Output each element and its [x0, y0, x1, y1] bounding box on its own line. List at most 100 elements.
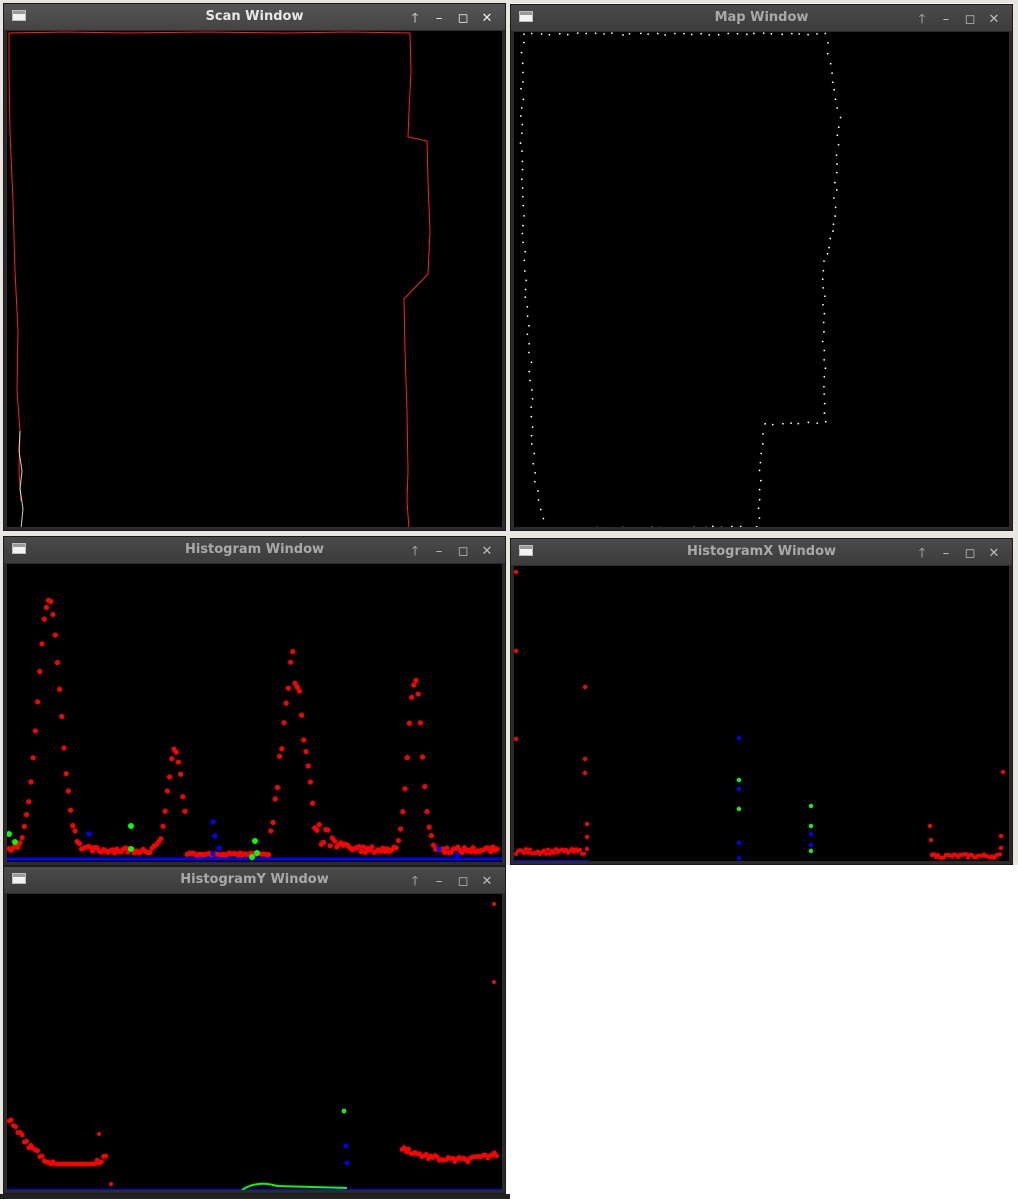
close-icon[interactable]: ✕ — [988, 546, 1000, 561]
histogram-point — [321, 839, 327, 845]
histogramy-point — [341, 1108, 347, 1114]
histogramy-point — [406, 1146, 411, 1152]
scan-window-titlebar[interactable]: Scan Window 🡑 – ◻ ✕ — [4, 4, 505, 30]
close-icon[interactable]: ✕ — [481, 544, 493, 559]
histogramy-point — [401, 1145, 407, 1151]
keep-above-icon[interactable]: 🡑 — [918, 546, 926, 561]
histogram-point — [167, 774, 173, 780]
keep-above-icon[interactable]: 🡑 — [411, 544, 419, 559]
map-point — [522, 80, 524, 83]
histogramx-window-titlebar[interactable]: HistogramX Window 🡑 – ◻ ✕ — [511, 539, 1012, 565]
histogram-window-titlebar[interactable]: Histogram Window 🡑 – ◻ ✕ — [4, 537, 505, 563]
histogramx-window[interactable]: HistogramX Window 🡑 – ◻ ✕ — [510, 538, 1013, 865]
map-window-title: Map Window — [714, 10, 809, 25]
histogram-point — [362, 849, 368, 855]
histogram-point — [488, 849, 494, 855]
keep-above-icon[interactable]: 🡑 — [411, 11, 419, 26]
app-window-icon[interactable] — [519, 11, 533, 22]
map-point — [585, 32, 588, 35]
map-point — [807, 33, 809, 36]
maximize-icon[interactable]: ◻ — [457, 544, 469, 559]
map-point — [529, 379, 531, 382]
app-window-icon[interactable] — [12, 873, 26, 884]
histogramy-window[interactable]: HistogramY Window 🡑 – ◻ ✕ — [3, 866, 506, 1194]
app-window-icon[interactable] — [12, 10, 26, 21]
map-point — [781, 33, 784, 36]
histogram-point — [216, 845, 222, 851]
histogramx-point — [578, 847, 582, 852]
map-point — [826, 252, 829, 255]
histogramy-point — [13, 1124, 18, 1130]
close-icon[interactable]: ✕ — [988, 12, 1000, 27]
map-point — [530, 32, 533, 35]
histogram-point — [21, 823, 27, 830]
histogram-point — [395, 837, 401, 844]
minimize-icon[interactable]: – — [435, 874, 443, 889]
histogram-point — [290, 648, 296, 655]
map-canvas[interactable] — [514, 32, 1009, 527]
histogramx-point — [1000, 769, 1006, 775]
histogram-point — [252, 838, 258, 844]
map-point — [530, 415, 533, 418]
map-point — [610, 32, 613, 35]
maximize-icon[interactable]: ◻ — [964, 12, 976, 27]
map-point — [807, 421, 810, 424]
map-window[interactable]: Map Window 🡑 – ◻ ✕ — [510, 4, 1013, 531]
map-point — [823, 358, 826, 361]
map-point — [558, 32, 561, 35]
histogram-point — [413, 678, 419, 684]
map-point — [531, 398, 534, 400]
histogram-point — [41, 616, 47, 622]
scan-canvas[interactable] — [7, 31, 502, 527]
histogramy-point — [109, 1182, 113, 1186]
minimize-icon[interactable]: – — [942, 12, 950, 27]
keep-above-icon[interactable]: 🡑 — [918, 12, 926, 27]
histogramx-canvas[interactable] — [514, 566, 1009, 861]
map-point — [826, 52, 829, 55]
histogramy-canvas[interactable] — [7, 894, 502, 1190]
maximize-icon[interactable]: ◻ — [964, 546, 976, 561]
maximize-icon[interactable]: ◻ — [457, 874, 469, 889]
histogramx-point — [736, 735, 742, 741]
minimize-icon[interactable]: – — [435, 11, 443, 26]
map-point — [822, 321, 825, 324]
map-point — [700, 32, 703, 35]
map-point — [622, 34, 624, 36]
map-point — [834, 215, 837, 217]
map-point — [720, 526, 723, 527]
close-icon[interactable]: ✕ — [481, 874, 493, 889]
histogram-window[interactable]: Histogram Window 🡑 – ◻ ✕ — [3, 536, 506, 866]
histogramx-point — [514, 569, 519, 575]
map-point — [823, 412, 826, 415]
map-point — [523, 33, 525, 36]
app-window-icon[interactable] — [12, 543, 26, 554]
histogramx-point — [514, 648, 519, 654]
scan-window[interactable]: Scan Window 🡑 – ◻ ✕ — [3, 3, 506, 531]
maximize-icon[interactable]: ◻ — [457, 11, 469, 26]
histogram-point — [17, 840, 23, 846]
minimize-icon[interactable]: – — [942, 546, 950, 561]
map-point — [524, 296, 527, 299]
app-window-icon[interactable] — [519, 545, 533, 556]
histogramy-point — [434, 1154, 440, 1160]
histogramx-point — [582, 770, 588, 776]
histogram-canvas[interactable] — [7, 564, 502, 862]
keep-above-icon[interactable]: 🡑 — [411, 874, 419, 889]
map-point — [758, 517, 761, 520]
histogramy-point — [343, 1143, 349, 1149]
map-point — [736, 32, 739, 35]
histogram-window-title: Histogram Window — [184, 542, 325, 557]
map-point — [520, 51, 523, 54]
histogram-point — [268, 828, 274, 834]
map-window-titlebar[interactable]: Map Window 🡑 – ◻ ✕ — [511, 5, 1012, 31]
histogramy-point — [92, 1161, 98, 1167]
histogram-point — [70, 823, 76, 829]
map-point — [639, 32, 642, 35]
close-icon[interactable]: ✕ — [481, 11, 493, 26]
histogram-point — [249, 854, 255, 860]
histogram-point — [301, 737, 307, 743]
histogramy-window-titlebar[interactable]: HistogramY Window 🡑 – ◻ ✕ — [4, 867, 505, 893]
histogramx-point — [584, 821, 590, 827]
histogram-point — [123, 845, 129, 851]
minimize-icon[interactable]: – — [435, 544, 443, 559]
